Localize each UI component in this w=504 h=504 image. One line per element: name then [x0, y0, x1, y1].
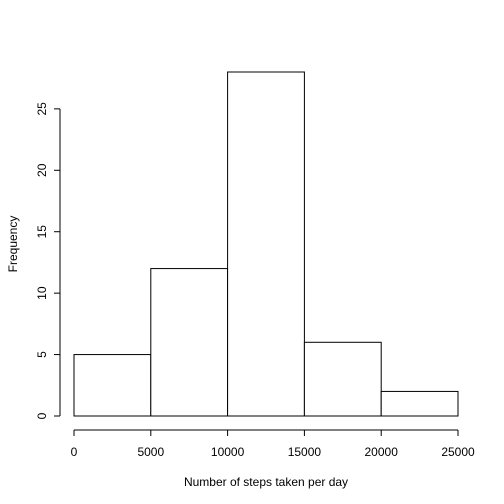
histogram-bar-0 [73, 354, 152, 417]
y-tick-label-2: 10 [35, 286, 49, 300]
histogram-bar-4 [380, 390, 459, 417]
y-tick-label-1: 5 [35, 351, 49, 358]
bars-group [73, 71, 459, 417]
y-tick-label-0: 0 [35, 412, 49, 419]
x-tick-label-1: 5000 [137, 445, 164, 459]
x-tick-label-3: 15000 [288, 445, 322, 459]
x-tick-label-0: 0 [71, 445, 78, 459]
histogram-bar-2 [227, 71, 305, 417]
y-tick-label-3: 15 [35, 225, 49, 239]
x-axis-title: Number of steps taken per day [184, 475, 348, 489]
x-axis: 0 5000 10000 15000 20000 25000 [71, 429, 475, 459]
x-tick-label-2: 10000 [211, 445, 245, 459]
x-tick-label-5: 25000 [441, 445, 475, 459]
x-tick-label-4: 20000 [365, 445, 399, 459]
y-tick-label-4: 20 [35, 163, 49, 177]
y-tick-label-5: 25 [35, 102, 49, 116]
y-axis-title: Frequency [6, 216, 20, 273]
histogram-bar-1 [150, 268, 229, 417]
histogram-bar-3 [303, 341, 382, 417]
y-axis: 0 5 10 15 20 25 [35, 102, 61, 419]
